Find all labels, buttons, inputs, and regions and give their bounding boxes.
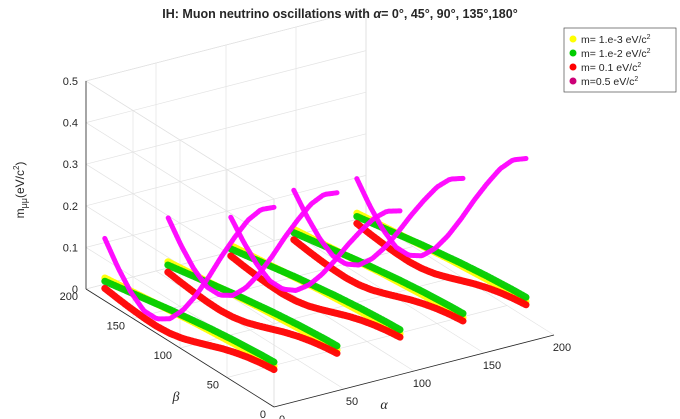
svg-text:m= 1.e-3 eV/c2: m= 1.e-3 eV/c2 bbox=[581, 34, 651, 46]
data-curve bbox=[227, 245, 404, 334]
plot-area bbox=[101, 155, 530, 374]
y-tick-label: 50 bbox=[207, 380, 219, 392]
data-curve bbox=[102, 204, 277, 322]
z-tick-label: 0.4 bbox=[63, 118, 78, 130]
axes-ticks: 05010015020005010015020000.10.20.30.40.5 bbox=[60, 76, 572, 419]
legend-entry: m= 1.e-3 eV/c2 bbox=[569, 34, 651, 46]
x-tick-label: 0 bbox=[279, 414, 285, 419]
chart-title: IH: Muon neutrino oscillations with α= 0… bbox=[162, 7, 517, 21]
y-tick-label: 0 bbox=[260, 409, 266, 419]
svg-text:m= 1.e-2 eV/c2: m= 1.e-2 eV/c2 bbox=[581, 48, 651, 60]
legend-entry: m=0.5 eV/c2 bbox=[569, 76, 638, 88]
svg-text:m=0.5 eV/c2: m=0.5 eV/c2 bbox=[581, 76, 638, 88]
y-tick-label: 100 bbox=[154, 350, 172, 362]
z-tick-label: 0.2 bbox=[63, 201, 78, 213]
legend-box bbox=[563, 27, 677, 93]
legend-label: m=0.5 eV/c bbox=[581, 76, 634, 88]
z-tick-label: 0.3 bbox=[63, 159, 78, 171]
z-tick-label: 0 bbox=[72, 284, 78, 296]
x-axis-line bbox=[273, 334, 555, 408]
x-tick-label: 150 bbox=[483, 360, 501, 372]
legend-label: m= 0.1 eV/c bbox=[581, 62, 637, 74]
series-3 bbox=[102, 155, 529, 322]
data-curve bbox=[354, 155, 529, 259]
x-tick-label: 200 bbox=[553, 342, 571, 354]
legend-label: m= 1.e-2 eV/c bbox=[581, 48, 647, 60]
y-axis-line bbox=[85, 288, 275, 408]
legend-marker bbox=[569, 35, 577, 43]
legend-marker bbox=[569, 63, 577, 71]
data-curve bbox=[164, 261, 341, 350]
data-curve bbox=[290, 236, 467, 325]
legend-entry: m= 1.e-2 eV/c2 bbox=[569, 48, 651, 60]
title-alpha-symbol: α bbox=[373, 7, 382, 21]
z-axis-label: mμμ(eV/c2) bbox=[12, 162, 29, 219]
legend: m= 1.e-3 eV/c2 m= 1.e-2 eV/c2 m= 0.1 eV/… bbox=[563, 27, 677, 93]
x-tick-label: 100 bbox=[413, 378, 431, 390]
z-tick-label: 0.5 bbox=[63, 76, 78, 88]
data-curve bbox=[291, 175, 466, 268]
legend-entry: m= 0.1 eV/c2 bbox=[569, 62, 641, 74]
data-curve bbox=[165, 190, 340, 298]
x-axis-label: α bbox=[380, 398, 388, 413]
data-curve bbox=[101, 284, 278, 374]
z-tick-label: 0.1 bbox=[63, 242, 78, 254]
legend-label: m= 1.e-3 eV/c bbox=[581, 34, 647, 46]
y-tick-label: 200 bbox=[60, 291, 78, 303]
legend-marker bbox=[569, 77, 577, 85]
svg-text:m= 0.1 eV/c2: m= 0.1 eV/c2 bbox=[581, 62, 641, 74]
data-curve bbox=[228, 208, 403, 293]
x-tick-label: 50 bbox=[346, 396, 358, 408]
y-tick-label: 150 bbox=[107, 321, 125, 333]
legend-marker bbox=[569, 49, 577, 57]
y-axis-label: β bbox=[172, 390, 180, 405]
